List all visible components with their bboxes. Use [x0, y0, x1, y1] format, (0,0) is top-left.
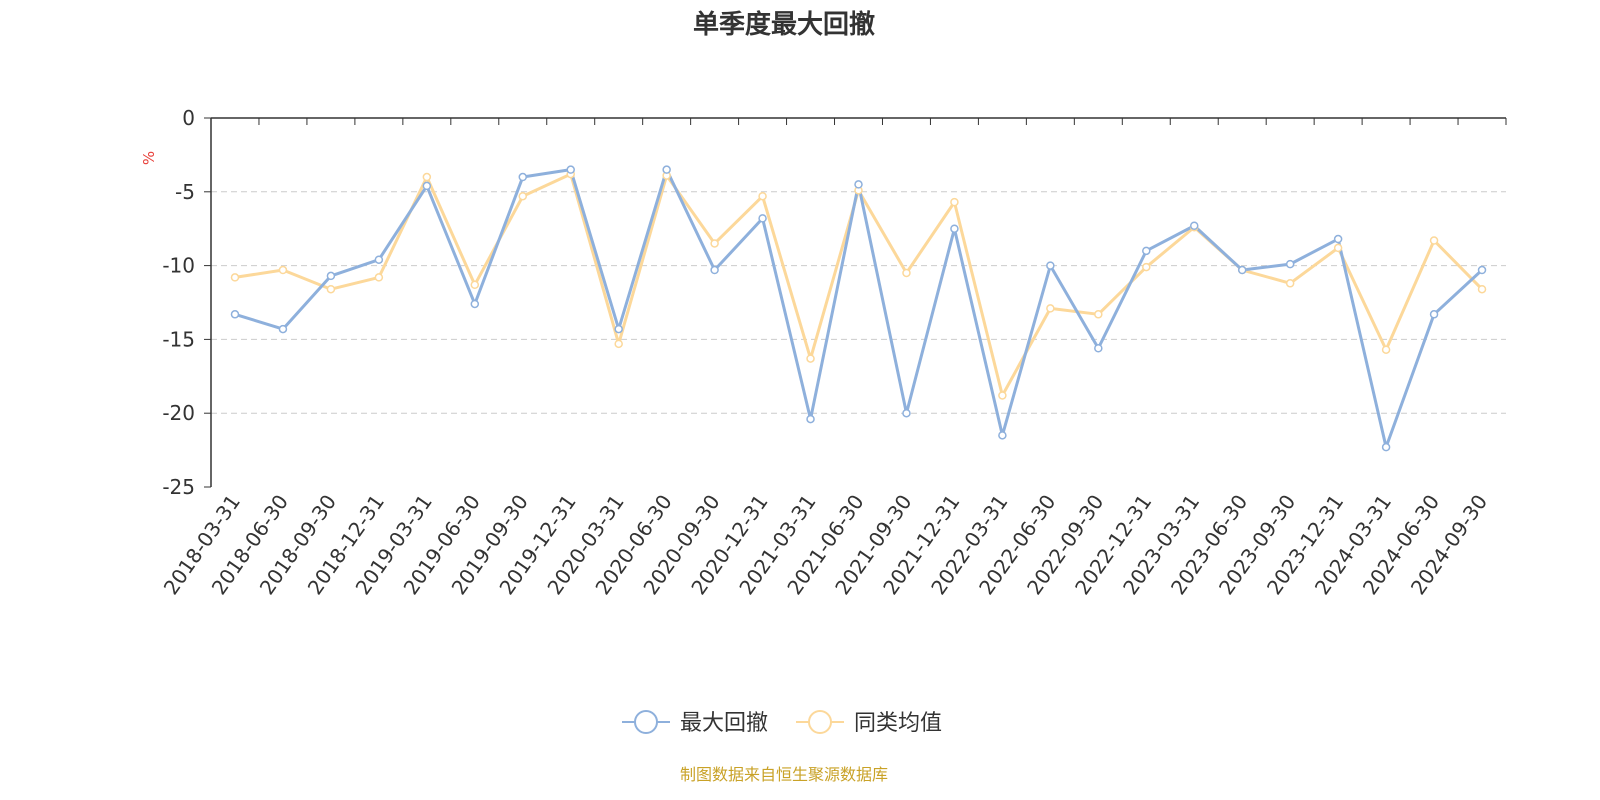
y-tick-label: -25 — [162, 475, 195, 499]
data-point[interactable] — [566, 165, 575, 174]
data-point[interactable] — [278, 265, 288, 275]
data-point[interactable] — [518, 191, 528, 201]
data-point[interactable] — [758, 191, 767, 201]
data-point[interactable] — [902, 408, 911, 418]
legend[interactable]: 最大回撤 同类均值 — [622, 710, 942, 736]
series-lines — [230, 165, 1487, 452]
gridlines — [211, 191, 1506, 414]
data-point[interactable] — [470, 280, 480, 290]
legend-item-1[interactable]: 最大回撤 — [622, 710, 768, 736]
axes — [204, 117, 1507, 488]
chart-title: 单季度最大回撤 — [693, 9, 875, 40]
data-point[interactable] — [806, 354, 815, 363]
legend-label: 最大回撤 — [680, 711, 768, 736]
data-point[interactable] — [758, 214, 767, 223]
data-source-note: 制图数据来自恒生聚源数据库 — [680, 765, 888, 784]
data-point[interactable] — [950, 197, 959, 207]
data-point[interactable] — [278, 324, 288, 334]
data-point[interactable] — [374, 255, 384, 264]
x-tick-labels: 2018-03-312018-06-302018-09-302018-12-31… — [159, 490, 1492, 599]
data-point[interactable] — [326, 271, 336, 281]
legend-label: 同类均值 — [854, 711, 942, 736]
data-point[interactable] — [1333, 243, 1343, 253]
data-point[interactable] — [614, 339, 623, 349]
data-point[interactable] — [806, 414, 815, 424]
data-point[interactable] — [1046, 261, 1055, 270]
data-point[interactable] — [1477, 284, 1487, 294]
y-tick-label: -10 — [162, 254, 195, 278]
data-point[interactable] — [1285, 259, 1295, 269]
y-tick-label: 0 — [182, 106, 195, 130]
data-point[interactable] — [1429, 310, 1439, 319]
data-point[interactable] — [1237, 265, 1247, 275]
series-line-2 — [234, 172, 1484, 397]
data-point[interactable] — [326, 284, 336, 294]
data-point[interactable] — [998, 391, 1007, 400]
legend-swatch-circle — [808, 710, 832, 734]
y-tick-label: -20 — [162, 401, 195, 425]
data-point[interactable] — [230, 310, 240, 319]
data-point[interactable] — [1142, 246, 1151, 256]
data-point[interactable] — [518, 172, 528, 182]
data-point[interactable] — [1285, 279, 1295, 288]
data-point[interactable] — [662, 165, 671, 174]
y-tick-labels: 0 -5 -10 -15 -20 -25 — [162, 106, 195, 499]
data-point[interactable] — [422, 172, 432, 182]
data-point[interactable] — [998, 431, 1007, 440]
data-point[interactable] — [1381, 345, 1391, 354]
data-point[interactable] — [614, 324, 623, 334]
data-point[interactable] — [374, 273, 384, 282]
data-point[interactable] — [902, 268, 911, 278]
data-point[interactable] — [1189, 221, 1199, 230]
y-tick-label: -5 — [175, 180, 195, 204]
data-point[interactable] — [470, 299, 480, 309]
series-line-1 — [234, 168, 1484, 449]
data-point[interactable] — [1142, 262, 1151, 272]
data-point[interactable] — [1429, 236, 1439, 245]
y-unit-label: % — [140, 151, 158, 165]
data-point[interactable] — [1381, 442, 1391, 452]
data-point[interactable] — [1094, 310, 1103, 319]
data-point[interactable] — [1477, 265, 1487, 275]
legend-swatch-circle — [634, 710, 658, 734]
data-point[interactable] — [1094, 344, 1103, 353]
data-point[interactable] — [1333, 234, 1343, 244]
data-point[interactable] — [710, 239, 719, 248]
data-point[interactable] — [230, 273, 240, 282]
legend-item-2[interactable]: 同类均值 — [796, 710, 942, 736]
y-tick-label: -15 — [162, 327, 195, 351]
data-point[interactable] — [854, 180, 863, 189]
data-point[interactable] — [1046, 304, 1055, 313]
data-point[interactable] — [950, 224, 959, 233]
data-point[interactable] — [422, 181, 432, 191]
data-point[interactable] — [710, 265, 719, 275]
